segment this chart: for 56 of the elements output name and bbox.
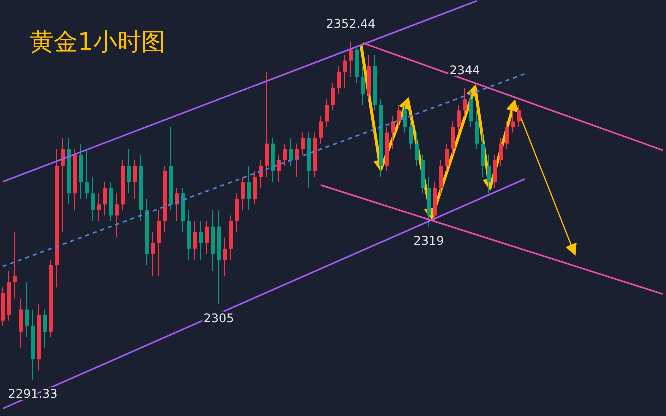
annotation: 2352.44: [326, 16, 376, 31]
candlestick: [97, 193, 101, 222]
candlestick: [253, 170, 257, 206]
candlestick: [85, 148, 89, 200]
candlestick: [331, 82, 335, 112]
candlestick: [247, 165, 251, 211]
candlestick: [43, 309, 47, 350]
candlestick: [487, 154, 491, 194]
candlestick: [115, 193, 119, 238]
candlestick: [445, 143, 449, 172]
candlestick: [517, 104, 521, 128]
candlestick: [403, 104, 407, 134]
candlestick: [499, 138, 503, 166]
candlestick: [25, 282, 29, 338]
candlestick: [361, 66, 365, 106]
candlestick: [457, 104, 461, 134]
candlestick: [13, 232, 17, 300]
candlestick: [343, 54, 347, 90]
candlestick: [193, 220, 197, 260]
candlestick: [205, 220, 209, 255]
candlestick: [493, 154, 497, 189]
candlestick: [91, 176, 95, 222]
candlestick: [301, 132, 305, 156]
candlestick: [451, 121, 455, 156]
candlestick: [151, 232, 155, 278]
candlestick: [469, 90, 473, 128]
candlestick: [133, 160, 137, 200]
candlestick: [157, 210, 161, 278]
candlestick: [415, 132, 419, 166]
candlestick: [199, 220, 203, 260]
candlestick: [391, 116, 395, 150]
candlestick: [511, 110, 515, 134]
candlestick: [283, 143, 287, 166]
candlestick: [475, 110, 479, 150]
candlestick: [349, 41, 353, 78]
candlestick: [127, 148, 131, 194]
candlestick: [481, 132, 485, 178]
candlestick: [223, 237, 227, 278]
candlestick: [439, 160, 443, 194]
candlestick: [235, 193, 239, 233]
candlestick: [277, 154, 281, 184]
candlestick: [325, 99, 329, 128]
annotation: 2344: [450, 64, 480, 78]
candlestick: [319, 116, 323, 144]
candlestick: [289, 138, 293, 166]
candlestick: [337, 66, 341, 95]
annotation: 2319: [414, 234, 444, 248]
candlestick: [505, 121, 509, 150]
candlestick: [409, 121, 413, 150]
candlestick: [397, 104, 401, 128]
candlestick: [103, 182, 107, 216]
candlestick: [241, 176, 245, 211]
candlestick: [19, 298, 23, 350]
candlestick: [463, 88, 467, 117]
text: 黄金1小时图: [30, 28, 166, 56]
candlestick: [265, 71, 269, 178]
